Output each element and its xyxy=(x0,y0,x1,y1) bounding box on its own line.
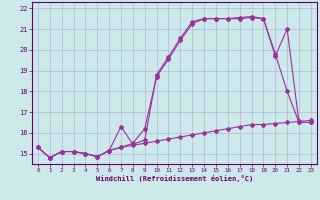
X-axis label: Windchill (Refroidissement éolien,°C): Windchill (Refroidissement éolien,°C) xyxy=(96,175,253,182)
